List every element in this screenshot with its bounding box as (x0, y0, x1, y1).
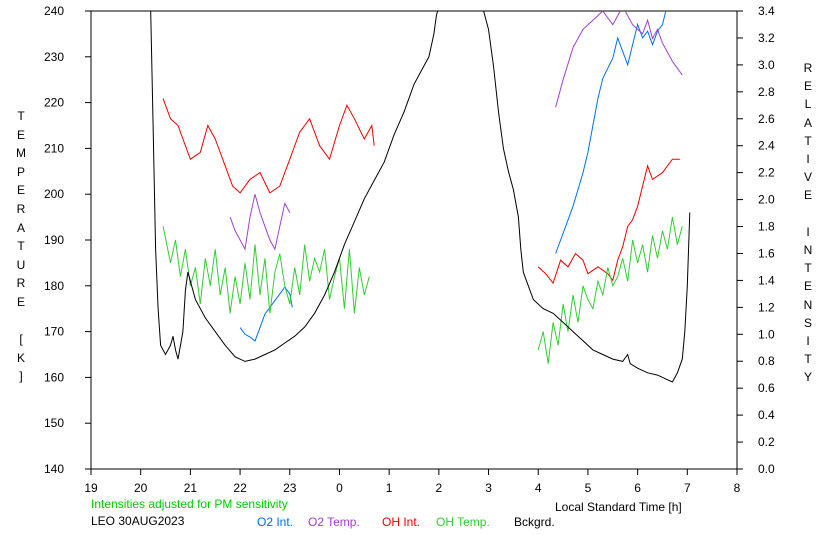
x-axis-label: Local Standard Time [h] (555, 500, 682, 514)
series-line-o2-int (239, 286, 293, 342)
x-tick-label: 22 (233, 481, 247, 495)
x-tick-label: 21 (184, 481, 198, 495)
x-tick-label: 7 (684, 481, 691, 495)
legend-oh-int: OH Int. (382, 515, 421, 529)
intensity-note: Intensities adjusted for PM sensitivity (91, 497, 288, 511)
station-date: LEO 30AUG2023 (91, 514, 185, 528)
x-tick-label: 0 (336, 481, 343, 495)
y-left-tick-label: 160 (44, 370, 64, 384)
legend-bckgrd: Bckgrd. (514, 515, 555, 529)
y-right-tick-label: 1.6 (758, 246, 775, 260)
y-right-tick-label: 2.2 (758, 166, 775, 180)
y-left-tick-label: 140 (44, 462, 64, 476)
y-right-tick-label: 1.4 (758, 273, 775, 287)
series-line-o2-int (555, 11, 667, 254)
y-right-tick-label: 3.0 (758, 58, 775, 72)
x-tick-label: 1 (386, 481, 393, 495)
y-right-tick-label: 3.2 (758, 31, 775, 45)
axes: 1401501601701801902002102202302400.00.20… (44, 4, 775, 495)
x-tick-label: 20 (134, 481, 148, 495)
series-lines (150, 11, 691, 383)
y-left-tick-label: 150 (44, 416, 64, 430)
y-left-tick-label: 230 (44, 50, 64, 64)
x-tick-label: 8 (734, 481, 741, 495)
y-left-tick-label: 190 (44, 233, 64, 247)
y-right-tick-label: 2.4 (758, 139, 775, 153)
y-right-tick-label: 0.0 (758, 462, 775, 476)
y-left-tick-label: 240 (44, 4, 64, 18)
y-left-tick-label: 180 (44, 279, 64, 293)
y-right-tick-label: 1.8 (758, 220, 775, 234)
legend-o2-int: O2 Int. (257, 515, 294, 529)
y-right-tick-label: 2.0 (758, 193, 775, 207)
legend-o2-temp: O2 Temp. (308, 515, 360, 529)
series-line-oh-int (162, 98, 375, 194)
y-right-tick-label: 1.0 (758, 327, 775, 341)
series-line-o2-temp (229, 194, 291, 251)
series-line-oh-temp (537, 217, 683, 364)
x-tick-label: 3 (485, 481, 492, 495)
y-right-tick-label: 0.2 (758, 435, 775, 449)
x-tick-label: 6 (634, 481, 641, 495)
y-left-tick-label: 170 (44, 325, 64, 339)
y-right-tick-label: 1.2 (758, 300, 775, 314)
y-left-tick-label: 210 (44, 141, 64, 155)
series-line-o2-temp (555, 11, 683, 108)
legend-oh-temp: OH Temp. (436, 515, 490, 529)
x-tick-label: 4 (535, 481, 542, 495)
y-right-tick-label: 0.4 (758, 408, 775, 422)
series-line-oh-temp (162, 226, 370, 314)
y-right-tick-label: 2.6 (758, 112, 775, 126)
x-tick-label: 5 (585, 481, 592, 495)
x-tick-label: 23 (283, 481, 297, 495)
x-tick-label: 2 (436, 481, 443, 495)
x-tick-label: 19 (84, 481, 98, 495)
series-line-oh-int (537, 158, 680, 285)
y-right-tick-label: 0.8 (758, 354, 775, 368)
y-left-tick-label: 200 (44, 187, 64, 201)
series-line-bckgrd (150, 11, 439, 362)
y-left-tick-label: 220 (44, 96, 64, 110)
y-right-tick-label: 2.8 (758, 85, 775, 99)
y-right-tick-label: 3.4 (758, 4, 775, 18)
series-line-bckgrd (483, 11, 691, 383)
y-right-tick-label: 0.6 (758, 381, 775, 395)
